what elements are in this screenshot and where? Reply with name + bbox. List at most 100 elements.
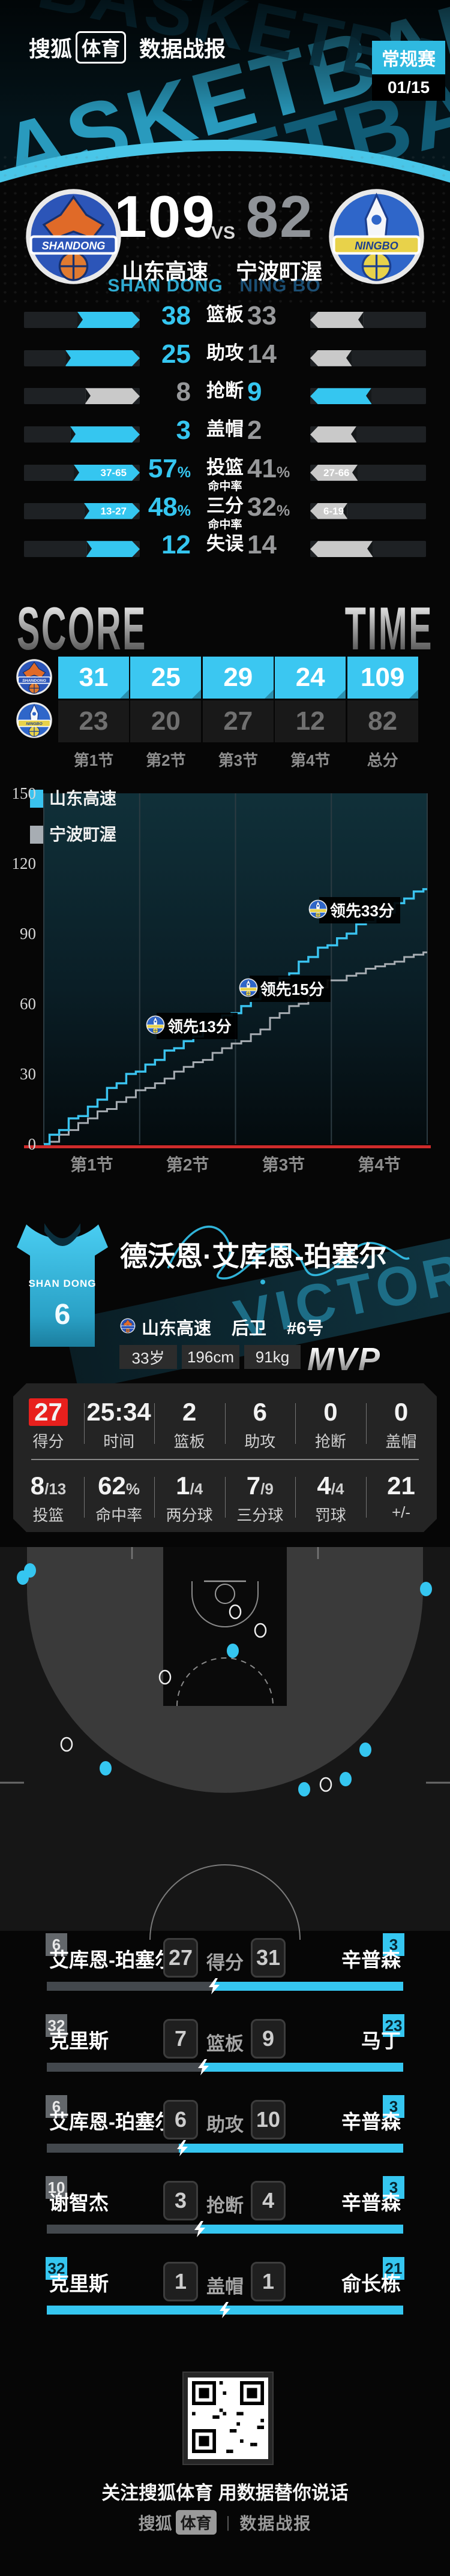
left-player-number: 10 <box>46 2176 67 2199</box>
period-label: 第3节 <box>218 751 259 769</box>
cell-separator <box>154 1477 155 1518</box>
home-stat-value: 3 <box>176 416 191 446</box>
home-stat-bar-track <box>24 541 140 558</box>
svg-text:90: 90 <box>20 925 36 943</box>
player-age-badge: 33岁 <box>119 1345 177 1369</box>
missed-shot-dot <box>319 1777 332 1792</box>
qr-code[interactable] <box>188 2378 268 2459</box>
left-player-number: 6 <box>46 2095 67 2118</box>
h2h-row: 6 艾库恩-珀塞尔 27 得分 31 辛普森 3 <box>0 1933 450 2018</box>
player-height-badge: 196cm <box>182 1345 239 1369</box>
player-stat-cell: 25:34 时间 <box>86 1398 151 1451</box>
left-stat-value: 1 <box>163 2262 198 2301</box>
away-team-logo-small: NINGBO <box>16 702 53 742</box>
right-player-name: 辛普森 <box>341 1949 401 1971</box>
bolt-icon <box>219 2302 231 2321</box>
home-stat-bar-track: 13-27 <box>24 502 140 519</box>
missed-shot-dot <box>254 1623 267 1638</box>
away-stat-bar-fill <box>310 426 357 443</box>
right-player-name: 辛普森 <box>341 2111 401 2133</box>
home-stat-detail: 13-27 <box>100 505 127 517</box>
time-ghost-title: TIME <box>344 595 433 663</box>
h2h-bar <box>47 2140 403 2156</box>
hoop-circle <box>215 1584 235 1604</box>
away-logo-graphic <box>239 978 257 997</box>
away-stat-bar-fill <box>310 388 372 405</box>
player-stat-cell: 4/4 罚球 <box>314 1471 346 1525</box>
free-throw-arc <box>176 1657 274 1707</box>
player-position: 后卫 <box>232 1319 267 1338</box>
brand-sohu: 搜狐 <box>29 37 73 61</box>
team-stat-row: 25 助攻 14 <box>0 339 450 377</box>
away-stat-bar-fill: 6-19 <box>310 502 347 519</box>
cell-separator <box>83 1403 85 1444</box>
legend-swatch-away <box>30 826 43 844</box>
annotation-text: 领先15分 <box>249 976 331 1003</box>
qr-frame[interactable] <box>182 2372 274 2465</box>
missed-shot-dot <box>158 1669 172 1685</box>
away-stat-value: 14 <box>247 530 277 560</box>
home-stat-bar-track <box>24 312 140 328</box>
home-stat-bar-track: 37-65 <box>24 464 140 481</box>
vs-label: VS <box>211 223 236 243</box>
left-stat-value: 7 <box>163 2019 198 2059</box>
away-stat-bar-track <box>310 312 426 328</box>
away-stat-value: 32% <box>247 492 290 522</box>
missed-shot-dot <box>60 1737 73 1752</box>
home-stat-value: 12 <box>161 530 191 560</box>
away-quarter-score: 12 <box>275 700 346 742</box>
h2h-bar-cyan <box>214 1982 403 1991</box>
cell-separator <box>366 1477 367 1518</box>
away-stat-value: 14 <box>247 339 277 369</box>
player-stat-cell: 7/9 三分球 <box>236 1471 284 1525</box>
bolt-icon <box>176 2140 188 2159</box>
left-player-number: 6 <box>46 1933 67 1956</box>
team-stat-row: 37-65 57% 投篮 命中率 41% 27-66 <box>0 453 450 493</box>
left-stat-value: 27 <box>163 1938 198 1978</box>
right-player-number: 3 <box>383 1933 404 1956</box>
h2h-stat-label: 得分 <box>206 1952 244 1973</box>
home-latin-name: SHAN DONG <box>107 276 223 296</box>
home-team-logo-mini <box>120 1318 136 1337</box>
svg-text:第2节: 第2节 <box>166 1155 209 1174</box>
home-stat-value: 25 <box>161 339 191 369</box>
home-stat-bar-fill <box>65 350 140 366</box>
away-stat-value: 9 <box>247 377 262 407</box>
away-latin-name: NING BO <box>239 276 321 296</box>
home-quarter-score: 109 <box>347 657 418 699</box>
home-team-name: 山东高速 <box>121 259 208 284</box>
left-player-name: 克里斯 <box>49 2273 109 2295</box>
away-quarter-score: 23 <box>58 700 129 742</box>
restricted-arc <box>191 1581 259 1627</box>
away-logo-graphic <box>146 1015 165 1034</box>
home-stat-bar-fill: 13-27 <box>84 503 140 519</box>
cell-separator <box>366 1403 367 1444</box>
player-stat-cell: 1/4 两分球 <box>166 1471 213 1525</box>
left-player-number: 32 <box>46 2257 67 2280</box>
player-stat-cell: 62% 命中率 <box>95 1471 143 1525</box>
away-stat-bar-fill: 27-66 <box>310 464 358 481</box>
left-player-name: 艾库恩-珀塞尔 <box>49 1949 166 1971</box>
home-stat-value: 8 <box>176 377 191 407</box>
lead-annotation: 领先33分 <box>308 897 400 924</box>
team-stat-row: 38 篮板 33 <box>0 300 450 339</box>
player-team: 山东高速 <box>142 1319 212 1338</box>
home-stat-bar-track <box>24 426 140 443</box>
cell-separator <box>295 1477 296 1518</box>
home-quarter-score: 24 <box>275 657 346 699</box>
legend-home: 山东高速 <box>49 789 116 808</box>
right-stat-value: 4 <box>251 2181 286 2220</box>
footer-sports-box: 体育 <box>175 2510 217 2535</box>
player-stat-cell: 2 篮板 <box>173 1398 205 1451</box>
player-weight-badge: 91kg <box>244 1345 301 1369</box>
home-logo-graphic <box>120 1318 136 1333</box>
follow-caption: 关注搜狐体育 用数据替你说话 <box>101 2482 349 2503</box>
right-player-number: 21 <box>383 2257 404 2280</box>
player-stat-cell: 0 盖帽 <box>385 1398 417 1451</box>
svg-text:60: 60 <box>20 995 36 1013</box>
h2h-bar <box>47 2302 403 2318</box>
home-quarter-score: 25 <box>130 657 202 699</box>
stat-label: 篮板 <box>206 304 244 325</box>
away-logo-graphic: NINGBO <box>16 702 52 738</box>
annotation-text: 领先33分 <box>319 897 400 924</box>
